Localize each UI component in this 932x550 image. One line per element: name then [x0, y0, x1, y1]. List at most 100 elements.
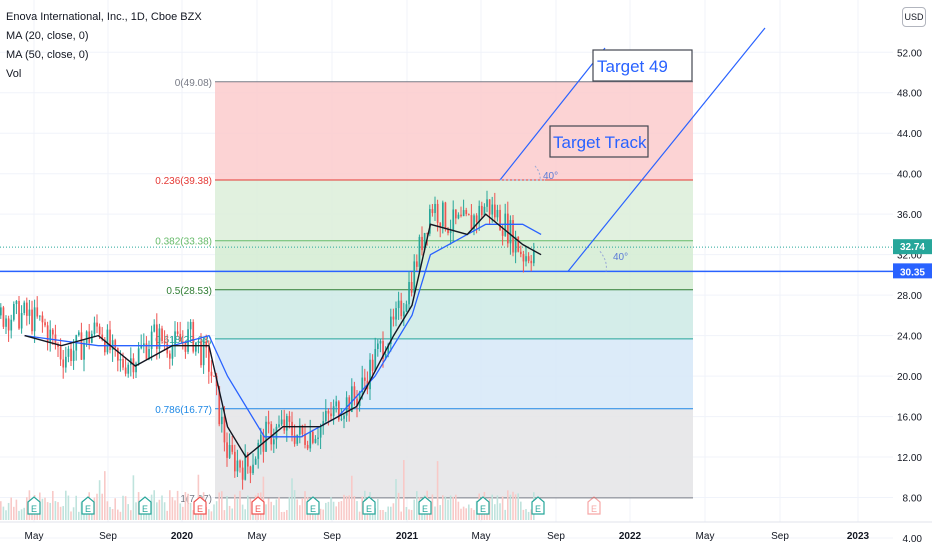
- volume-bar: [67, 495, 70, 520]
- volume-bar: [80, 502, 83, 520]
- candle-body: [353, 386, 356, 399]
- candle-body: [457, 214, 460, 219]
- volume-bar: [135, 502, 137, 520]
- candle-body: [0, 307, 2, 316]
- candle-body: [387, 344, 390, 354]
- earnings-marker-shape: [476, 496, 490, 515]
- candle-body: [179, 333, 182, 342]
- candle-body: [52, 329, 54, 335]
- price-tick-label: 44.00: [897, 129, 922, 140]
- candle-body: [88, 331, 91, 343]
- time-tick-label: May: [472, 531, 491, 542]
- volume-bar: [494, 504, 496, 520]
- candle-body: [18, 301, 20, 329]
- candle-body: [429, 209, 431, 234]
- volume-bar: [447, 499, 449, 520]
- candle-body: [260, 434, 262, 443]
- candle-body: [296, 434, 299, 444]
- volume-bar: [499, 503, 501, 520]
- earnings-marker: E: [362, 496, 376, 515]
- candle-body: [465, 210, 468, 215]
- earnings-marker: E: [138, 496, 152, 515]
- fib-zone: [215, 240, 693, 290]
- volume-bar: [13, 506, 15, 520]
- candle-body: [36, 307, 39, 317]
- volume-bar: [109, 506, 111, 520]
- candle-body: [527, 256, 530, 261]
- candle-body: [114, 340, 117, 349]
- candle-body: [41, 315, 44, 323]
- volume-bar: [158, 499, 161, 520]
- time-tick-label: May: [25, 531, 44, 542]
- candle-body: [150, 331, 153, 349]
- volume-bar: [270, 501, 272, 520]
- earnings-marker-label: E: [422, 504, 428, 514]
- time-tick-label: Sep: [99, 531, 117, 542]
- legend-ma20[interactable]: MA (20, close, 0): [6, 30, 89, 42]
- candle-body: [135, 363, 137, 373]
- candle-body: [267, 421, 270, 425]
- volume-bar: [387, 506, 389, 520]
- volume-bar: [455, 494, 457, 520]
- candle-body: [442, 202, 444, 227]
- price-tick-label: 36.00: [897, 210, 922, 221]
- candle-body: [283, 419, 286, 431]
- earnings-marker: E: [306, 496, 320, 515]
- candle-body: [163, 340, 166, 344]
- legend-symbol[interactable]: Enova International, Inc., 1D, Cboe BZX: [6, 11, 202, 23]
- volume-bar: [36, 510, 38, 520]
- volume-bar: [182, 506, 184, 520]
- volume-bar: [382, 510, 384, 520]
- candle-body: [148, 348, 150, 359]
- currency-button[interactable]: USD: [902, 7, 926, 27]
- candle-body: [455, 209, 457, 219]
- earnings-marker-label: E: [591, 504, 597, 514]
- candle-body: [416, 261, 418, 267]
- candle-body: [371, 359, 374, 371]
- volume-bar: [275, 499, 278, 520]
- volume-bar: [117, 509, 119, 520]
- fib-level-label: 0(49.08): [175, 78, 212, 89]
- earnings-marker-shape: [306, 496, 320, 515]
- volume-bar: [65, 490, 67, 520]
- volume-bar: [384, 511, 387, 520]
- fib-level-label: 0.382(33.38): [155, 237, 212, 248]
- volume-bar: [210, 511, 213, 520]
- volume-bar: [286, 510, 288, 520]
- volume-bar: [70, 511, 72, 520]
- legend-vol[interactable]: Vol: [6, 68, 22, 80]
- volume-bar: [213, 504, 215, 520]
- volume-bar: [44, 497, 46, 520]
- earnings-marker-shape: [362, 496, 376, 515]
- candle-body: [171, 346, 174, 359]
- volume-bar: [208, 509, 210, 520]
- candle-body: [109, 329, 111, 351]
- current-price-tag: [893, 239, 932, 255]
- candle-body: [322, 421, 325, 427]
- legend-ma50[interactable]: MA (50, close, 0): [6, 49, 89, 61]
- volume-bar: [345, 495, 348, 520]
- ma20-line: [24, 213, 542, 459]
- volume-bar: [512, 491, 514, 520]
- volume-bar: [330, 497, 332, 520]
- volume-bar: [392, 503, 395, 520]
- earnings-marker-shape: [531, 496, 545, 515]
- volume-bar: [98, 480, 101, 520]
- volume-bar: [491, 494, 493, 520]
- candle-body: [33, 307, 36, 332]
- volume-bar: [187, 493, 189, 520]
- candles: [0, 190, 535, 490]
- price-tick-label: 4.00: [903, 534, 923, 545]
- candle-body: [78, 332, 80, 336]
- price-tick-label: 48.00: [897, 89, 922, 100]
- volume-bar: [218, 492, 220, 520]
- price-tick-label: 32.00: [897, 251, 922, 262]
- candle-body: [182, 341, 184, 343]
- candle-body: [59, 346, 62, 360]
- candle-body: [252, 464, 254, 474]
- candle-body: [96, 322, 98, 327]
- candle-body: [244, 453, 247, 480]
- candle-body: [174, 331, 176, 347]
